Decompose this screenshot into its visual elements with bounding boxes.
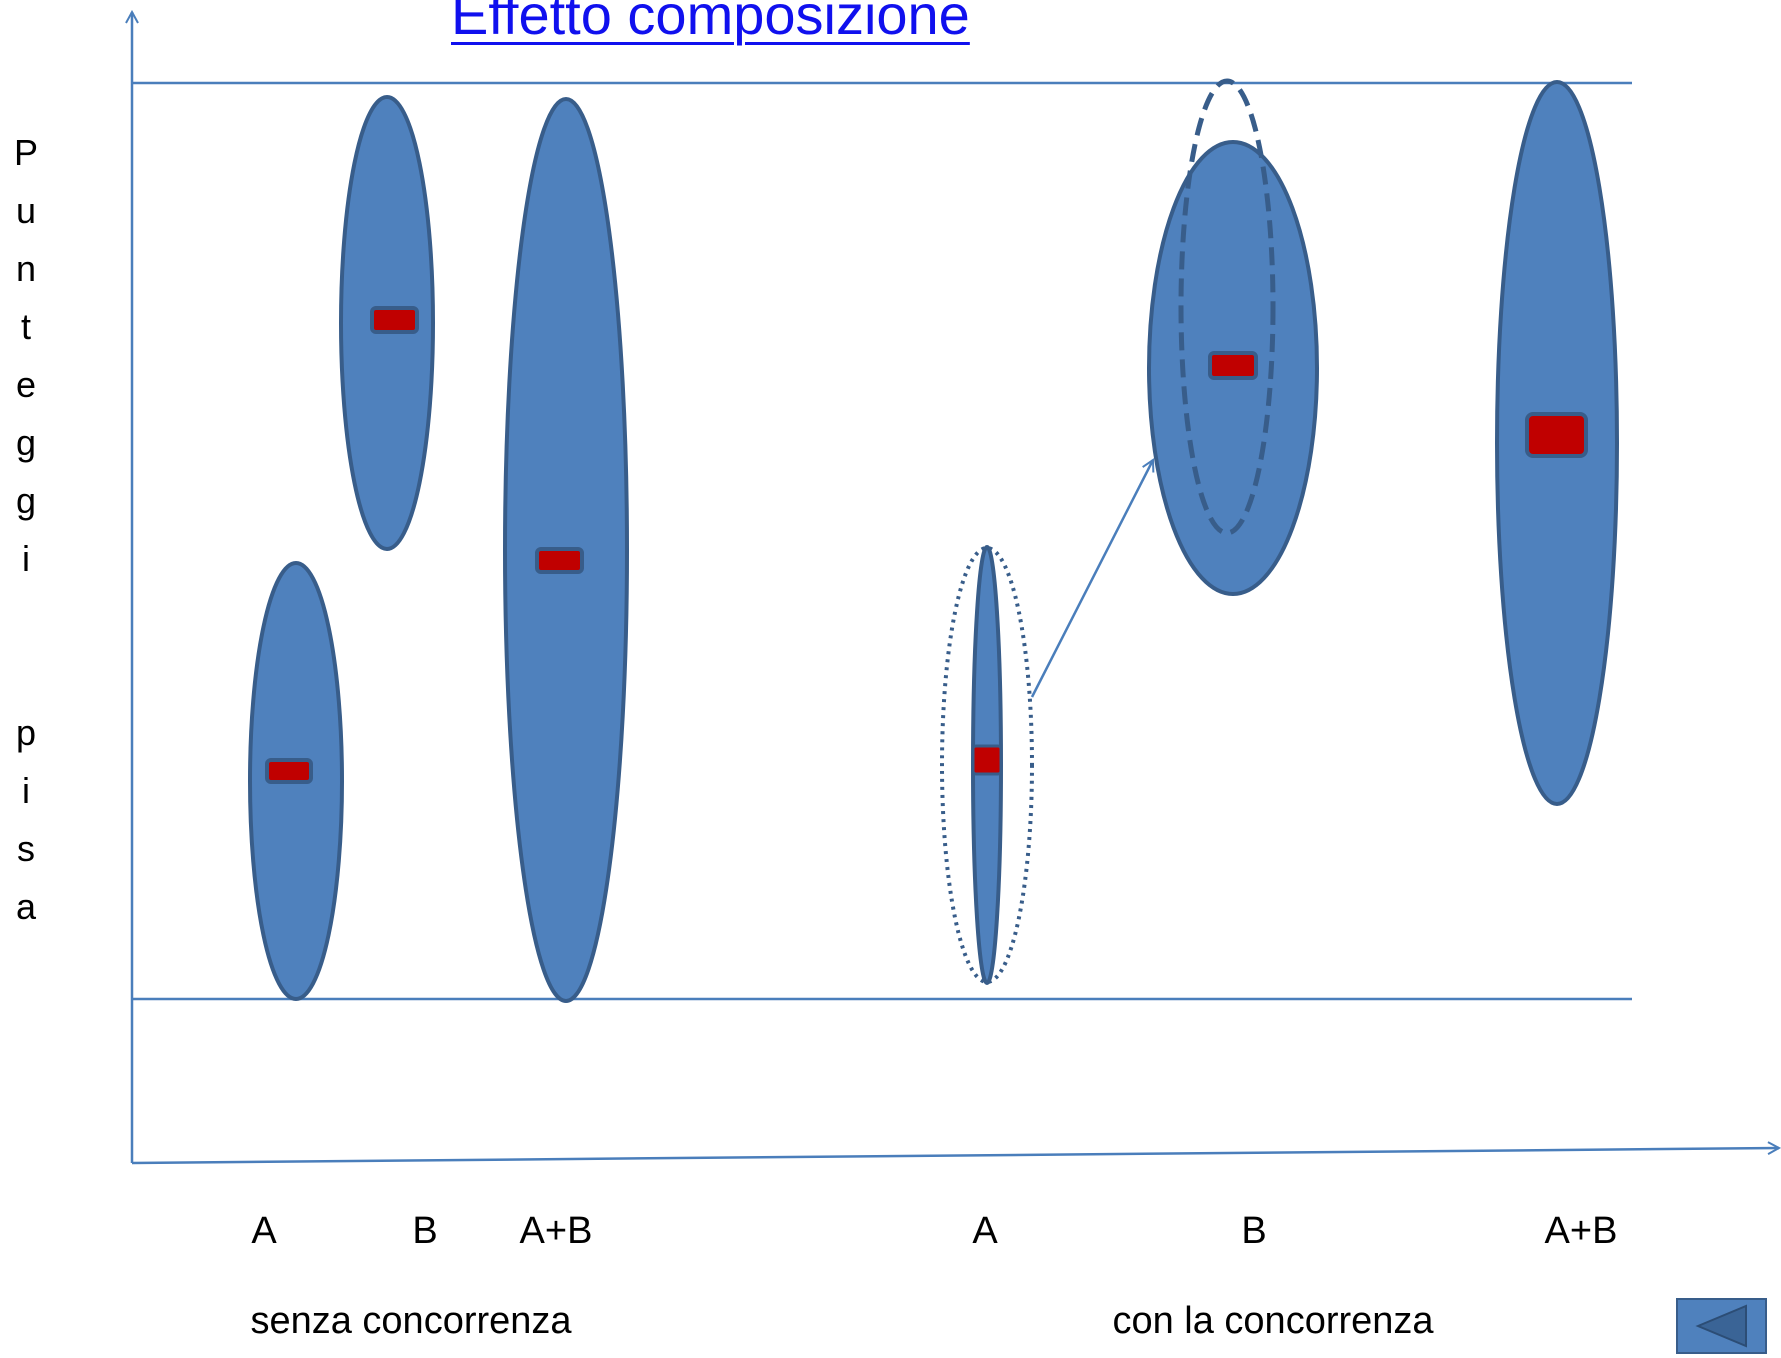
mean-marker-competition-a-plus-b	[1525, 412, 1588, 458]
y-axis-label-letter: n	[15, 248, 37, 289]
y-axis-label-letter: i	[22, 770, 30, 811]
mean-marker-competition-a	[971, 744, 1003, 776]
group-label-no-competition: senza concorrenza	[250, 1300, 572, 1342]
y-axis-label-letter: g	[15, 480, 37, 521]
category-label-no-competition-a: A	[251, 1210, 277, 1252]
mean-marker-no-competition-b	[370, 306, 419, 334]
y-axis-label-letter: t	[20, 306, 31, 347]
y-axis-label-letter: i	[22, 538, 30, 579]
y-axis-label-letter: a	[15, 886, 37, 927]
y-axis-label-letter: P	[13, 132, 38, 173]
y-axis-label-letter: u	[15, 190, 37, 231]
y-axis-label-letter: e	[15, 364, 37, 405]
original-distribution-outline-competition-a	[940, 546, 1034, 984]
y-axis-label-letter: p	[15, 712, 37, 753]
back-button[interactable]	[1676, 1298, 1767, 1354]
y-axis-label-letter: s	[17, 828, 35, 869]
x-axis	[131, 1148, 1779, 1165]
mean-marker-no-competition-a-plus-b	[535, 547, 584, 574]
category-label-no-competition-a-plus-b: A+B	[519, 1210, 593, 1252]
category-label-no-competition-b: B	[412, 1210, 438, 1252]
original-distribution-outline-competition-b	[1178, 78, 1276, 536]
mean-marker-competition-b	[1208, 351, 1258, 380]
transfer-arrow	[1030, 460, 1153, 698]
y-axis-label-letter: g	[15, 422, 37, 463]
category-label-competition-b: B	[1241, 1210, 1267, 1252]
slide-title[interactable]: Effetto composizione	[451, 0, 970, 46]
category-label-competition-a-plus-b: A+B	[1544, 1210, 1618, 1252]
category-label-competition-a: A	[972, 1210, 998, 1252]
mean-marker-no-competition-a	[265, 758, 313, 784]
group-label-competition: con la concorrenza	[1112, 1300, 1434, 1342]
triangle-left-icon	[1695, 1304, 1747, 1348]
